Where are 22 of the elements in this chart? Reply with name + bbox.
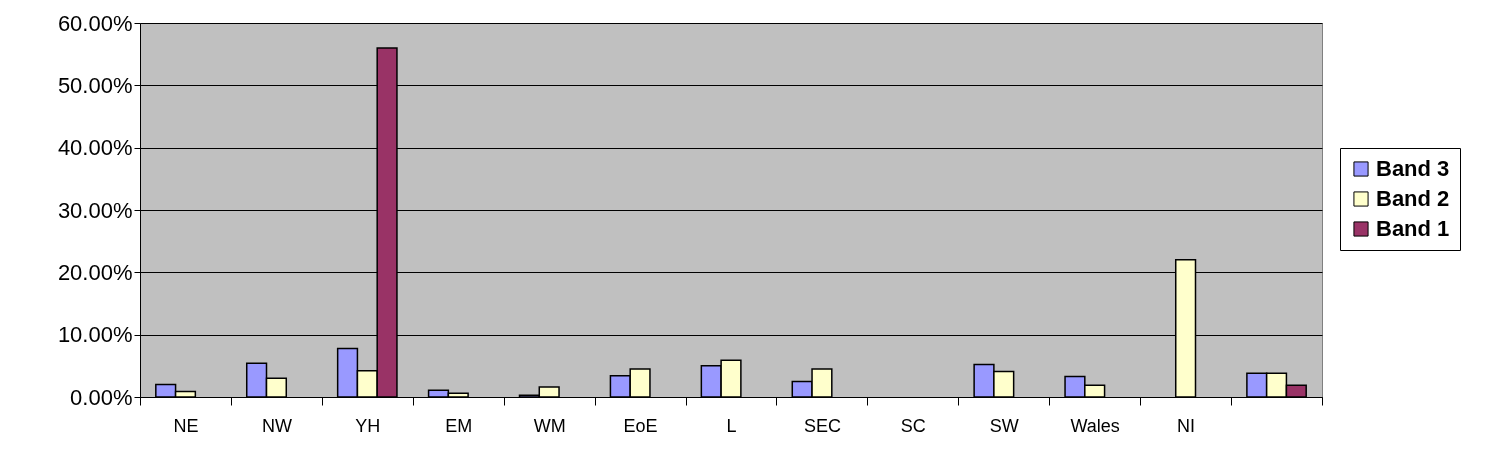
x-tick-label: NE bbox=[173, 415, 199, 436]
x-tick-label: Wales bbox=[1070, 415, 1120, 436]
x-tick-label: NI bbox=[1177, 415, 1196, 436]
y-tick-label: 0.00% bbox=[70, 384, 133, 410]
y-tick-label: 30.00% bbox=[57, 197, 133, 223]
y-tick-label: 40.00% bbox=[57, 135, 133, 161]
legend-label: Band 3 bbox=[1376, 156, 1450, 181]
y-tick-label: 50.00% bbox=[57, 72, 133, 98]
y-tick-label: 60.00% bbox=[57, 10, 133, 36]
legend-label: Band 1 bbox=[1376, 216, 1450, 241]
x-tick-label: WM bbox=[533, 415, 566, 436]
x-tick-label: EoE bbox=[623, 415, 658, 436]
x-tick-label: SW bbox=[989, 415, 1019, 436]
x-tick-label: EM bbox=[445, 415, 473, 436]
x-tick-label: NW bbox=[261, 415, 292, 436]
x-tick-label: SC bbox=[900, 415, 926, 436]
x-tick-label: L bbox=[726, 415, 737, 436]
x-tick-label: SEC bbox=[803, 415, 841, 436]
legend-label: Band 2 bbox=[1376, 186, 1450, 211]
y-tick-label: 20.00% bbox=[57, 259, 133, 285]
y-tick-label: 10.00% bbox=[57, 322, 133, 348]
x-tick-label: YH bbox=[355, 415, 381, 436]
